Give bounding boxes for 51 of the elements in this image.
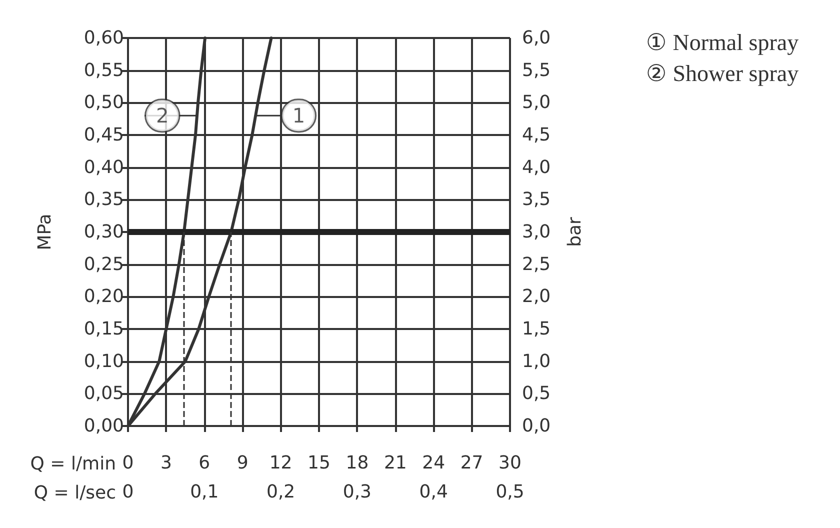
y-axis-title: MPa <box>34 214 56 250</box>
y2-tick-label: 3,5 <box>522 189 551 210</box>
x2-tick-label: 0,5 <box>496 482 524 502</box>
y-tick-label: 0,60 <box>84 28 124 48</box>
y-tick-label: 0,35 <box>84 189 124 210</box>
y-tick-label: 0,25 <box>84 254 124 275</box>
y-tick-label: 0,40 <box>84 156 124 178</box>
y-tick-label: 0,45 <box>84 124 124 146</box>
text: ① Normal spray <box>646 30 800 55</box>
y2-tick-label: 2,0 <box>522 286 551 308</box>
y-tick-label: 0,00 <box>84 416 124 436</box>
y-tick-label: 0,10 <box>84 350 124 372</box>
y-tick-label: 0,20 <box>84 286 124 308</box>
x-tick-label: 15 <box>308 452 330 474</box>
text: ② Shower spray <box>646 61 800 86</box>
x2-axis-title: Q = l/sec <box>34 482 116 504</box>
x2-tick-label: 0,1 <box>190 482 219 502</box>
annotation: 1 <box>292 104 306 128</box>
y-tick-label: 0,50 <box>84 92 124 114</box>
y2-tick-label: 1,5 <box>522 318 551 340</box>
y2-tick-label: 4,5 <box>522 124 551 146</box>
y-tick-label: 0,55 <box>84 60 124 81</box>
x-tick-label: 6 <box>198 452 210 474</box>
y2-tick-label: 5,5 <box>522 60 551 81</box>
y2-tick-label: 4,0 <box>522 156 551 178</box>
annotation: 2 <box>156 104 169 128</box>
x2-tick-label: 0,4 <box>419 482 448 502</box>
y2-tick-label: 5,0 <box>522 92 551 114</box>
x-tick-label: 27 <box>460 452 484 474</box>
x-tick-label: 21 <box>384 452 407 474</box>
x-tick-label: 12 <box>269 452 292 474</box>
x-tick-label: 0 <box>122 452 134 474</box>
y2-tick-label: 1,0 <box>522 350 551 372</box>
x2-tick-label: 0 <box>122 482 134 502</box>
y2-tick-label: 6,0 <box>522 28 551 48</box>
x-tick-label: 24 <box>422 452 446 474</box>
x2-tick-label: 0,3 <box>342 482 372 502</box>
y-tick-label: 0,15 <box>84 318 124 340</box>
y2-axis-title: bar <box>564 216 586 247</box>
y2-tick-label: 0,5 <box>522 383 551 404</box>
x-tick-label: 30 <box>498 452 522 474</box>
x2-tick-label: 0,2 <box>266 482 296 502</box>
x-tick-label: 9 <box>236 452 248 474</box>
y-tick-label: 0,30 <box>84 222 124 242</box>
y2-tick-label: 0,0 <box>522 416 551 436</box>
x-tick-label: 3 <box>160 452 172 474</box>
x-tick-label: 18 <box>346 452 369 474</box>
y2-tick-label: 3,0 <box>522 222 551 242</box>
y2-tick-label: 2,5 <box>522 254 551 275</box>
y-tick-label: 0,05 <box>84 383 124 404</box>
x-axis-title: Q = l/min <box>30 454 116 474</box>
